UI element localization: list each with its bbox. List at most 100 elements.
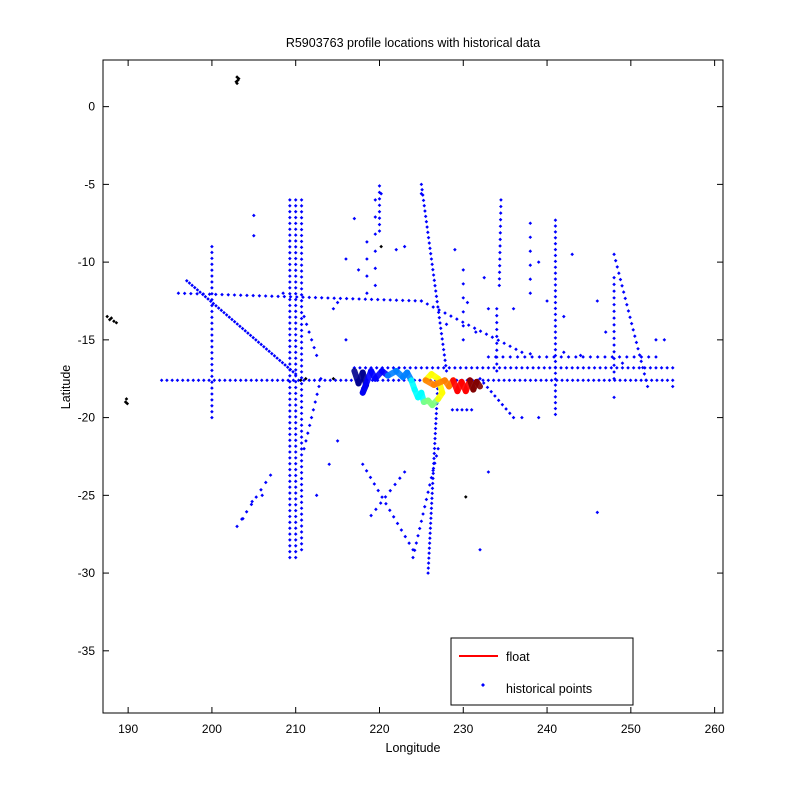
historical-point <box>408 366 413 370</box>
historical-point <box>282 294 287 299</box>
historical-point <box>280 360 285 365</box>
historical-point <box>288 373 292 378</box>
historical-point <box>520 350 524 355</box>
historical-point <box>262 344 266 349</box>
historical-point <box>288 485 292 489</box>
historical-point <box>644 378 648 383</box>
other-point <box>123 400 128 404</box>
historical-point <box>373 266 378 271</box>
historical-point <box>507 378 512 383</box>
historical-point <box>208 299 213 304</box>
historical-point <box>210 333 214 337</box>
historical-point <box>466 323 471 327</box>
historical-point <box>460 320 465 324</box>
historical-point <box>293 508 298 513</box>
historical-point <box>293 520 298 525</box>
historical-point <box>553 383 558 387</box>
historical-point <box>288 250 292 255</box>
historical-point <box>210 309 214 314</box>
historical-point <box>381 378 385 383</box>
historical-point <box>465 300 470 305</box>
historical-point <box>417 526 422 531</box>
historical-point <box>291 369 295 374</box>
historical-point <box>293 420 298 425</box>
historical-point <box>377 203 382 208</box>
historical-point <box>416 533 420 538</box>
historical-point <box>469 366 474 370</box>
historical-point <box>187 281 192 285</box>
historical-point <box>617 271 621 276</box>
historical-point <box>419 182 424 187</box>
historical-point <box>288 426 292 431</box>
historical-point <box>553 359 558 364</box>
historical-point <box>263 480 268 485</box>
historical-point <box>299 204 304 208</box>
historical-point <box>288 215 292 220</box>
historical-point <box>425 366 429 370</box>
x-tick-label: 230 <box>453 722 473 736</box>
historical-point <box>210 315 214 320</box>
historical-point <box>553 306 558 311</box>
historical-point <box>299 518 304 522</box>
historical-point <box>394 298 399 302</box>
historical-point <box>434 406 439 411</box>
historical-point <box>426 571 430 575</box>
historical-point <box>642 372 647 376</box>
historical-point <box>293 291 298 296</box>
historical-point <box>498 217 503 222</box>
historical-point <box>625 355 629 359</box>
x-tick-label: 220 <box>369 722 389 736</box>
historical-point <box>176 291 181 296</box>
historical-point <box>434 411 439 416</box>
historical-point <box>288 415 292 419</box>
historical-point <box>648 366 653 370</box>
historical-point <box>259 487 263 492</box>
historical-point <box>377 184 382 188</box>
historical-point <box>431 476 435 481</box>
historical-point <box>245 293 249 298</box>
historical-point <box>293 250 298 255</box>
historical-point <box>553 318 558 323</box>
historical-point <box>293 391 298 396</box>
historical-point <box>288 262 292 267</box>
historical-point <box>411 555 415 560</box>
historical-point <box>603 330 608 334</box>
historical-point <box>431 471 436 476</box>
historical-point <box>288 350 292 355</box>
historical-point <box>525 366 530 370</box>
historical-point <box>288 203 292 208</box>
historical-point <box>190 283 194 288</box>
historical-point <box>421 512 425 516</box>
float-track-segment <box>473 378 484 390</box>
x-tick-label: 240 <box>537 722 557 736</box>
historical-point <box>432 278 437 283</box>
historical-point <box>285 365 290 370</box>
historical-point <box>293 479 298 484</box>
historical-point <box>443 363 448 368</box>
historical-point <box>299 512 304 516</box>
historical-point <box>384 501 388 506</box>
historical-point <box>293 338 298 343</box>
historical-point <box>612 289 616 293</box>
historical-point <box>299 417 304 422</box>
historical-point <box>481 381 486 385</box>
historical-point <box>210 350 214 355</box>
historical-point <box>486 355 491 359</box>
historical-point <box>641 365 645 370</box>
historical-point <box>434 421 438 426</box>
historical-point <box>288 432 292 437</box>
historical-point <box>542 366 547 370</box>
historical-point <box>288 256 292 261</box>
historical-point <box>429 257 434 261</box>
historical-point <box>383 495 388 499</box>
historical-point <box>288 286 292 290</box>
historical-point <box>613 258 618 263</box>
historical-point <box>432 446 437 451</box>
historical-point <box>485 385 490 390</box>
historical-point <box>293 397 298 402</box>
historical-point <box>293 543 298 548</box>
historical-point <box>497 277 502 281</box>
historical-point <box>660 378 664 383</box>
historical-point <box>288 543 292 548</box>
historical-point <box>317 384 321 389</box>
